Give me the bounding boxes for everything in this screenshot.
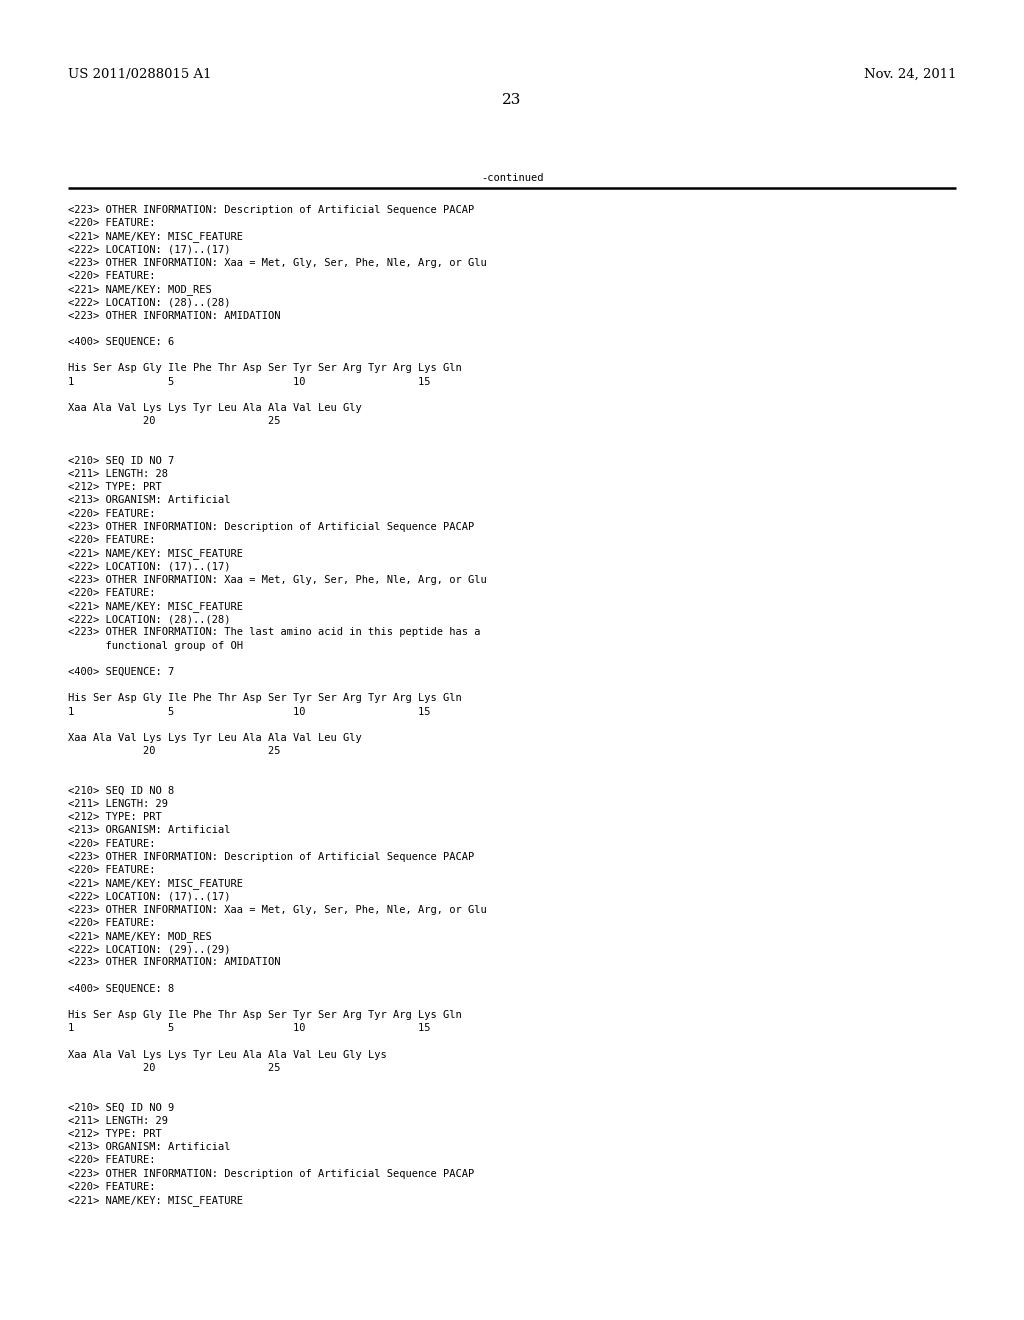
Text: <222> LOCATION: (17)..(17): <222> LOCATION: (17)..(17) <box>68 561 230 572</box>
Text: <221> NAME/KEY: MISC_FEATURE: <221> NAME/KEY: MISC_FEATURE <box>68 878 243 890</box>
Text: His Ser Asp Gly Ile Phe Thr Asp Ser Tyr Ser Arg Tyr Arg Lys Gln: His Ser Asp Gly Ile Phe Thr Asp Ser Tyr … <box>68 363 462 374</box>
Text: <220> FEATURE:: <220> FEATURE: <box>68 917 156 928</box>
Text: <223> OTHER INFORMATION: Description of Artificial Sequence PACAP: <223> OTHER INFORMATION: Description of … <box>68 851 474 862</box>
Text: <210> SEQ ID NO 9: <210> SEQ ID NO 9 <box>68 1102 174 1113</box>
Text: Xaa Ala Val Lys Lys Tyr Leu Ala Ala Val Leu Gly: Xaa Ala Val Lys Lys Tyr Leu Ala Ala Val … <box>68 403 361 413</box>
Text: <222> LOCATION: (28)..(28): <222> LOCATION: (28)..(28) <box>68 614 230 624</box>
Text: <212> TYPE: PRT: <212> TYPE: PRT <box>68 482 162 492</box>
Text: US 2011/0288015 A1: US 2011/0288015 A1 <box>68 69 212 81</box>
Text: <220> FEATURE:: <220> FEATURE: <box>68 587 156 598</box>
Text: <222> LOCATION: (17)..(17): <222> LOCATION: (17)..(17) <box>68 891 230 902</box>
Text: His Ser Asp Gly Ile Phe Thr Asp Ser Tyr Ser Arg Tyr Arg Lys Gln: His Ser Asp Gly Ile Phe Thr Asp Ser Tyr … <box>68 1010 462 1020</box>
Text: <221> NAME/KEY: MISC_FEATURE: <221> NAME/KEY: MISC_FEATURE <box>68 601 243 612</box>
Text: <210> SEQ ID NO 7: <210> SEQ ID NO 7 <box>68 455 174 466</box>
Text: <211> LENGTH: 29: <211> LENGTH: 29 <box>68 799 168 809</box>
Text: 1               5                   10                  15: 1 5 10 15 <box>68 376 430 387</box>
Text: <400> SEQUENCE: 8: <400> SEQUENCE: 8 <box>68 983 174 994</box>
Text: <220> FEATURE:: <220> FEATURE: <box>68 271 156 281</box>
Text: <221> NAME/KEY: MISC_FEATURE: <221> NAME/KEY: MISC_FEATURE <box>68 1195 243 1206</box>
Text: <213> ORGANISM: Artificial: <213> ORGANISM: Artificial <box>68 825 230 836</box>
Text: <221> NAME/KEY: MISC_FEATURE: <221> NAME/KEY: MISC_FEATURE <box>68 548 243 560</box>
Text: <223> OTHER INFORMATION: Xaa = Met, Gly, Ser, Phe, Nle, Arg, or Glu: <223> OTHER INFORMATION: Xaa = Met, Gly,… <box>68 574 486 585</box>
Text: <220> FEATURE:: <220> FEATURE: <box>68 865 156 875</box>
Text: <223> OTHER INFORMATION: The last amino acid in this peptide has a: <223> OTHER INFORMATION: The last amino … <box>68 627 480 638</box>
Text: <211> LENGTH: 28: <211> LENGTH: 28 <box>68 469 168 479</box>
Text: <221> NAME/KEY: MISC_FEATURE: <221> NAME/KEY: MISC_FEATURE <box>68 231 243 243</box>
Text: 20                  25: 20 25 <box>68 416 281 426</box>
Text: <222> LOCATION: (28)..(28): <222> LOCATION: (28)..(28) <box>68 297 230 308</box>
Text: 20                  25: 20 25 <box>68 1063 281 1073</box>
Text: 23: 23 <box>503 92 521 107</box>
Text: <210> SEQ ID NO 8: <210> SEQ ID NO 8 <box>68 785 174 796</box>
Text: <223> OTHER INFORMATION: Description of Artificial Sequence PACAP: <223> OTHER INFORMATION: Description of … <box>68 1168 474 1179</box>
Text: <211> LENGTH: 29: <211> LENGTH: 29 <box>68 1115 168 1126</box>
Text: <223> OTHER INFORMATION: Description of Artificial Sequence PACAP: <223> OTHER INFORMATION: Description of … <box>68 521 474 532</box>
Text: <223> OTHER INFORMATION: Xaa = Met, Gly, Ser, Phe, Nle, Arg, or Glu: <223> OTHER INFORMATION: Xaa = Met, Gly,… <box>68 257 486 268</box>
Text: <221> NAME/KEY: MOD_RES: <221> NAME/KEY: MOD_RES <box>68 931 212 942</box>
Text: <220> FEATURE:: <220> FEATURE: <box>68 1155 156 1166</box>
Text: <213> ORGANISM: Artificial: <213> ORGANISM: Artificial <box>68 1142 230 1152</box>
Text: His Ser Asp Gly Ile Phe Thr Asp Ser Tyr Ser Arg Tyr Arg Lys Gln: His Ser Asp Gly Ile Phe Thr Asp Ser Tyr … <box>68 693 462 704</box>
Text: Xaa Ala Val Lys Lys Tyr Leu Ala Ala Val Leu Gly Lys: Xaa Ala Val Lys Lys Tyr Leu Ala Ala Val … <box>68 1049 387 1060</box>
Text: <223> OTHER INFORMATION: AMIDATION: <223> OTHER INFORMATION: AMIDATION <box>68 310 281 321</box>
Text: -continued: -continued <box>480 173 544 183</box>
Text: 1               5                   10                  15: 1 5 10 15 <box>68 706 430 717</box>
Text: Xaa Ala Val Lys Lys Tyr Leu Ala Ala Val Leu Gly: Xaa Ala Val Lys Lys Tyr Leu Ala Ala Val … <box>68 733 361 743</box>
Text: functional group of OH: functional group of OH <box>68 640 243 651</box>
Text: <222> LOCATION: (29)..(29): <222> LOCATION: (29)..(29) <box>68 944 230 954</box>
Text: <223> OTHER INFORMATION: AMIDATION: <223> OTHER INFORMATION: AMIDATION <box>68 957 281 968</box>
Text: <220> FEATURE:: <220> FEATURE: <box>68 838 156 849</box>
Text: 1               5                   10                  15: 1 5 10 15 <box>68 1023 430 1034</box>
Text: <213> ORGANISM: Artificial: <213> ORGANISM: Artificial <box>68 495 230 506</box>
Text: <212> TYPE: PRT: <212> TYPE: PRT <box>68 1129 162 1139</box>
Text: <212> TYPE: PRT: <212> TYPE: PRT <box>68 812 162 822</box>
Text: <223> OTHER INFORMATION: Description of Artificial Sequence PACAP: <223> OTHER INFORMATION: Description of … <box>68 205 474 215</box>
Text: <221> NAME/KEY: MOD_RES: <221> NAME/KEY: MOD_RES <box>68 284 212 296</box>
Text: <220> FEATURE:: <220> FEATURE: <box>68 508 156 519</box>
Text: <220> FEATURE:: <220> FEATURE: <box>68 218 156 228</box>
Text: <222> LOCATION: (17)..(17): <222> LOCATION: (17)..(17) <box>68 244 230 255</box>
Text: Nov. 24, 2011: Nov. 24, 2011 <box>863 69 956 81</box>
Text: <400> SEQUENCE: 7: <400> SEQUENCE: 7 <box>68 667 174 677</box>
Text: <220> FEATURE:: <220> FEATURE: <box>68 1181 156 1192</box>
Text: 20                  25: 20 25 <box>68 746 281 756</box>
Text: <223> OTHER INFORMATION: Xaa = Met, Gly, Ser, Phe, Nle, Arg, or Glu: <223> OTHER INFORMATION: Xaa = Met, Gly,… <box>68 904 486 915</box>
Text: <400> SEQUENCE: 6: <400> SEQUENCE: 6 <box>68 337 174 347</box>
Text: <220> FEATURE:: <220> FEATURE: <box>68 535 156 545</box>
